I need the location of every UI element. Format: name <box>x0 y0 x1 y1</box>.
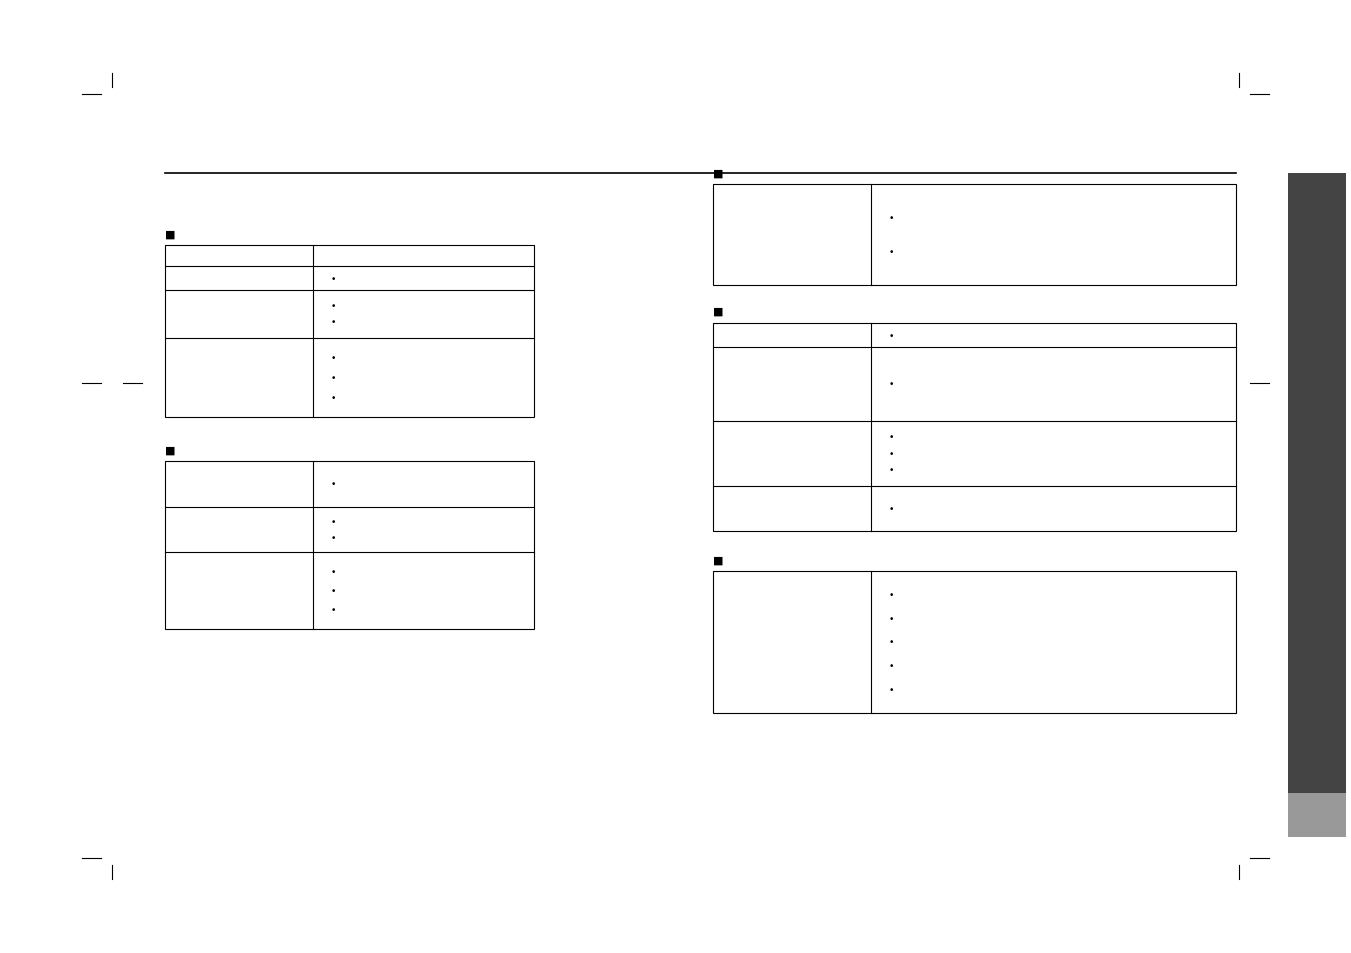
Text: •: • <box>889 504 894 514</box>
Text: ■: ■ <box>165 445 176 455</box>
Text: •: • <box>889 449 894 458</box>
Text: •: • <box>331 533 336 542</box>
Text: •: • <box>331 374 336 382</box>
Text: •: • <box>889 615 894 623</box>
Text: •: • <box>889 380 894 389</box>
Bar <box>165 246 534 417</box>
Text: •: • <box>889 465 894 475</box>
Text: •: • <box>331 567 336 577</box>
Bar <box>713 572 1236 713</box>
Text: •: • <box>331 517 336 527</box>
Text: •: • <box>889 661 894 670</box>
Text: •: • <box>889 685 894 694</box>
Bar <box>713 185 1236 286</box>
Text: ■: ■ <box>713 307 724 316</box>
Text: •: • <box>889 433 894 442</box>
Text: •: • <box>331 605 336 615</box>
Text: ■: ■ <box>713 169 724 178</box>
Text: •: • <box>331 302 336 311</box>
Text: ■: ■ <box>165 230 176 239</box>
Text: •: • <box>889 332 894 340</box>
Text: •: • <box>889 638 894 647</box>
Bar <box>713 324 1236 532</box>
Bar <box>1288 173 1346 793</box>
Text: •: • <box>889 248 894 256</box>
Text: •: • <box>331 479 336 489</box>
Text: •: • <box>331 274 336 283</box>
Bar <box>165 461 534 629</box>
Text: •: • <box>331 586 336 596</box>
Text: •: • <box>889 214 894 223</box>
Text: ■: ■ <box>713 556 724 565</box>
Text: •: • <box>331 354 336 362</box>
Bar <box>1288 793 1346 837</box>
Text: •: • <box>331 394 336 402</box>
Text: •: • <box>331 318 336 327</box>
Text: •: • <box>889 591 894 599</box>
